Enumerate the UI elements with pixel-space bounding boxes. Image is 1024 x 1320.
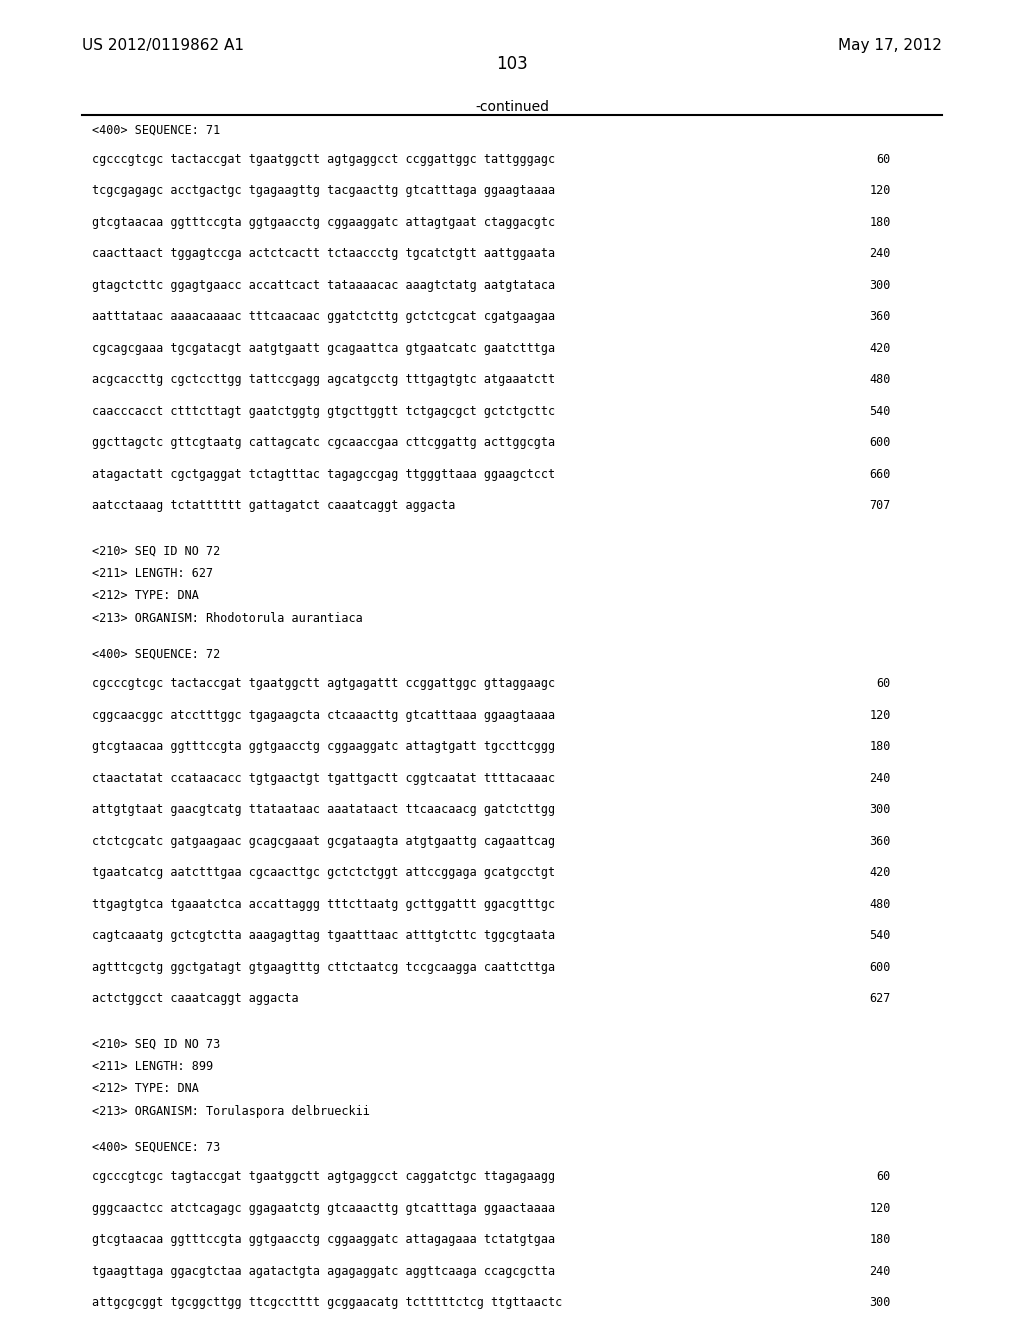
Text: 540: 540: [869, 405, 891, 418]
Text: 60: 60: [877, 153, 891, 166]
Text: ctctcgcatc gatgaagaac gcagcgaaat gcgataagta atgtgaattg cagaattcag: ctctcgcatc gatgaagaac gcagcgaaat gcgataa…: [92, 834, 555, 847]
Text: <211> LENGTH: 627: <211> LENGTH: 627: [92, 566, 213, 579]
Text: atagactatt cgctgaggat tctagtttac tagagccgag ttgggttaaa ggaagctcct: atagactatt cgctgaggat tctagtttac tagagcc…: [92, 467, 555, 480]
Text: agtttcgctg ggctgatagt gtgaagtttg cttctaatcg tccgcaagga caattcttga: agtttcgctg ggctgatagt gtgaagtttg cttctaa…: [92, 961, 555, 974]
Text: gtcgtaacaa ggtttccgta ggtgaacctg cggaaggatc attagtgaat ctaggacgtc: gtcgtaacaa ggtttccgta ggtgaacctg cggaagg…: [92, 215, 555, 228]
Text: <212> TYPE: DNA: <212> TYPE: DNA: [92, 590, 199, 602]
Text: 540: 540: [869, 929, 891, 942]
Text: 180: 180: [869, 215, 891, 228]
Text: 120: 120: [869, 709, 891, 722]
Text: gtcgtaacaa ggtttccgta ggtgaacctg cggaaggatc attagtgatt tgccttcggg: gtcgtaacaa ggtttccgta ggtgaacctg cggaagg…: [92, 741, 555, 754]
Text: aatcctaaag tctatttttt gattagatct caaatcaggt aggacta: aatcctaaag tctatttttt gattagatct caaatca…: [92, 499, 456, 512]
Text: ctaactatat ccataacacc tgtgaactgt tgattgactt cggtcaatat ttttacaaac: ctaactatat ccataacacc tgtgaactgt tgattga…: [92, 772, 555, 785]
Text: May 17, 2012: May 17, 2012: [839, 38, 942, 53]
Text: 627: 627: [869, 993, 891, 1006]
Text: cgcccgtcgc tactaccgat tgaatggctt agtgaggcct ccggattggc tattgggagc: cgcccgtcgc tactaccgat tgaatggctt agtgagg…: [92, 153, 555, 166]
Text: cgcccgtcgc tactaccgat tgaatggctt agtgagattt ccggattggc gttaggaagc: cgcccgtcgc tactaccgat tgaatggctt agtgaga…: [92, 677, 555, 690]
Text: acgcaccttg cgctccttgg tattccgagg agcatgcctg tttgagtgtc atgaaatctt: acgcaccttg cgctccttgg tattccgagg agcatgc…: [92, 374, 555, 387]
Text: attgtgtaat gaacgtcatg ttataataac aaatataact ttcaacaacg gatctcttgg: attgtgtaat gaacgtcatg ttataataac aaatata…: [92, 804, 555, 816]
Text: -continued: -continued: [475, 100, 549, 115]
Text: <210> SEQ ID NO 72: <210> SEQ ID NO 72: [92, 544, 220, 557]
Text: ttgagtgtca tgaaatctca accattaggg tttcttaatg gcttggattt ggacgtttgc: ttgagtgtca tgaaatctca accattaggg tttctta…: [92, 898, 555, 911]
Text: 480: 480: [869, 898, 891, 911]
Text: <211> LENGTH: 899: <211> LENGTH: 899: [92, 1060, 213, 1073]
Text: tcgcgagagc acctgactgc tgagaagttg tacgaacttg gtcatttaga ggaagtaaaa: tcgcgagagc acctgactgc tgagaagttg tacgaac…: [92, 185, 555, 197]
Text: 60: 60: [877, 1170, 891, 1183]
Text: <210> SEQ ID NO 73: <210> SEQ ID NO 73: [92, 1038, 220, 1051]
Text: 660: 660: [869, 467, 891, 480]
Text: attgcgcggt tgcggcttgg ttcgcctttt gcggaacatg tctttttctcg ttgttaactc: attgcgcggt tgcggcttgg ttcgcctttt gcggaac…: [92, 1296, 562, 1309]
Text: <400> SEQUENCE: 73: <400> SEQUENCE: 73: [92, 1140, 220, 1154]
Text: 600: 600: [869, 437, 891, 449]
Text: ggcttagctc gttcgtaatg cattagcatc cgcaaccgaa cttcggattg acttggcgta: ggcttagctc gttcgtaatg cattagcatc cgcaacc…: [92, 437, 555, 449]
Text: 600: 600: [869, 961, 891, 974]
Text: tgaagttaga ggacgtctaa agatactgta agagaggatc aggttcaaga ccagcgctta: tgaagttaga ggacgtctaa agatactgta agagagg…: [92, 1265, 555, 1278]
Text: gggcaactcc atctcagagc ggagaatctg gtcaaacttg gtcatttaga ggaactaaaa: gggcaactcc atctcagagc ggagaatctg gtcaaac…: [92, 1201, 555, 1214]
Text: cggcaacggc atcctttggc tgagaagcta ctcaaacttg gtcatttaaa ggaagtaaaa: cggcaacggc atcctttggc tgagaagcta ctcaaac…: [92, 709, 555, 722]
Text: gtcgtaacaa ggtttccgta ggtgaacctg cggaaggatc attagagaaa tctatgtgaa: gtcgtaacaa ggtttccgta ggtgaacctg cggaagg…: [92, 1233, 555, 1246]
Text: 240: 240: [869, 1265, 891, 1278]
Text: <213> ORGANISM: Torulaspora delbrueckii: <213> ORGANISM: Torulaspora delbrueckii: [92, 1105, 370, 1118]
Text: caacccacct ctttcttagt gaatctggtg gtgcttggtt tctgagcgct gctctgcttc: caacccacct ctttcttagt gaatctggtg gtgcttg…: [92, 405, 555, 418]
Text: 420: 420: [869, 866, 891, 879]
Text: <400> SEQUENCE: 71: <400> SEQUENCE: 71: [92, 124, 220, 136]
Text: cagtcaaatg gctcgtctta aaagagttag tgaatttaac atttgtcttc tggcgtaata: cagtcaaatg gctcgtctta aaagagttag tgaattt…: [92, 929, 555, 942]
Text: cgcagcgaaa tgcgatacgt aatgtgaatt gcagaattca gtgaatcatc gaatctttga: cgcagcgaaa tgcgatacgt aatgtgaatt gcagaat…: [92, 342, 555, 355]
Text: tgaatcatcg aatctttgaa cgcaacttgc gctctctggt attccggaga gcatgcctgt: tgaatcatcg aatctttgaa cgcaacttgc gctctct…: [92, 866, 555, 879]
Text: 300: 300: [869, 279, 891, 292]
Text: 240: 240: [869, 247, 891, 260]
Text: <400> SEQUENCE: 72: <400> SEQUENCE: 72: [92, 648, 220, 661]
Text: 180: 180: [869, 741, 891, 754]
Text: 120: 120: [869, 1201, 891, 1214]
Text: 180: 180: [869, 1233, 891, 1246]
Text: 360: 360: [869, 834, 891, 847]
Text: 103: 103: [496, 55, 528, 74]
Text: 300: 300: [869, 804, 891, 816]
Text: 480: 480: [869, 374, 891, 387]
Text: 60: 60: [877, 677, 891, 690]
Text: 707: 707: [869, 499, 891, 512]
Text: caacttaact tggagtccga actctcactt tctaaccctg tgcatctgtt aattggaata: caacttaact tggagtccga actctcactt tctaacc…: [92, 247, 555, 260]
Text: 120: 120: [869, 185, 891, 197]
Text: aatttataac aaaacaaaac tttcaacaac ggatctcttg gctctcgcat cgatgaagaa: aatttataac aaaacaaaac tttcaacaac ggatctc…: [92, 310, 555, 323]
Text: 240: 240: [869, 772, 891, 785]
Text: <213> ORGANISM: Rhodotorula aurantiaca: <213> ORGANISM: Rhodotorula aurantiaca: [92, 612, 362, 624]
Text: <212> TYPE: DNA: <212> TYPE: DNA: [92, 1082, 199, 1096]
Text: 360: 360: [869, 310, 891, 323]
Text: gtagctcttc ggagtgaacc accattcact tataaaacac aaagtctatg aatgtataca: gtagctcttc ggagtgaacc accattcact tataaaa…: [92, 279, 555, 292]
Text: cgcccgtcgc tagtaccgat tgaatggctt agtgaggcct caggatctgc ttagagaagg: cgcccgtcgc tagtaccgat tgaatggctt agtgagg…: [92, 1170, 555, 1183]
Text: 420: 420: [869, 342, 891, 355]
Text: US 2012/0119862 A1: US 2012/0119862 A1: [82, 38, 244, 53]
Text: 300: 300: [869, 1296, 891, 1309]
Text: actctggcct caaatcaggt aggacta: actctggcct caaatcaggt aggacta: [92, 993, 299, 1006]
